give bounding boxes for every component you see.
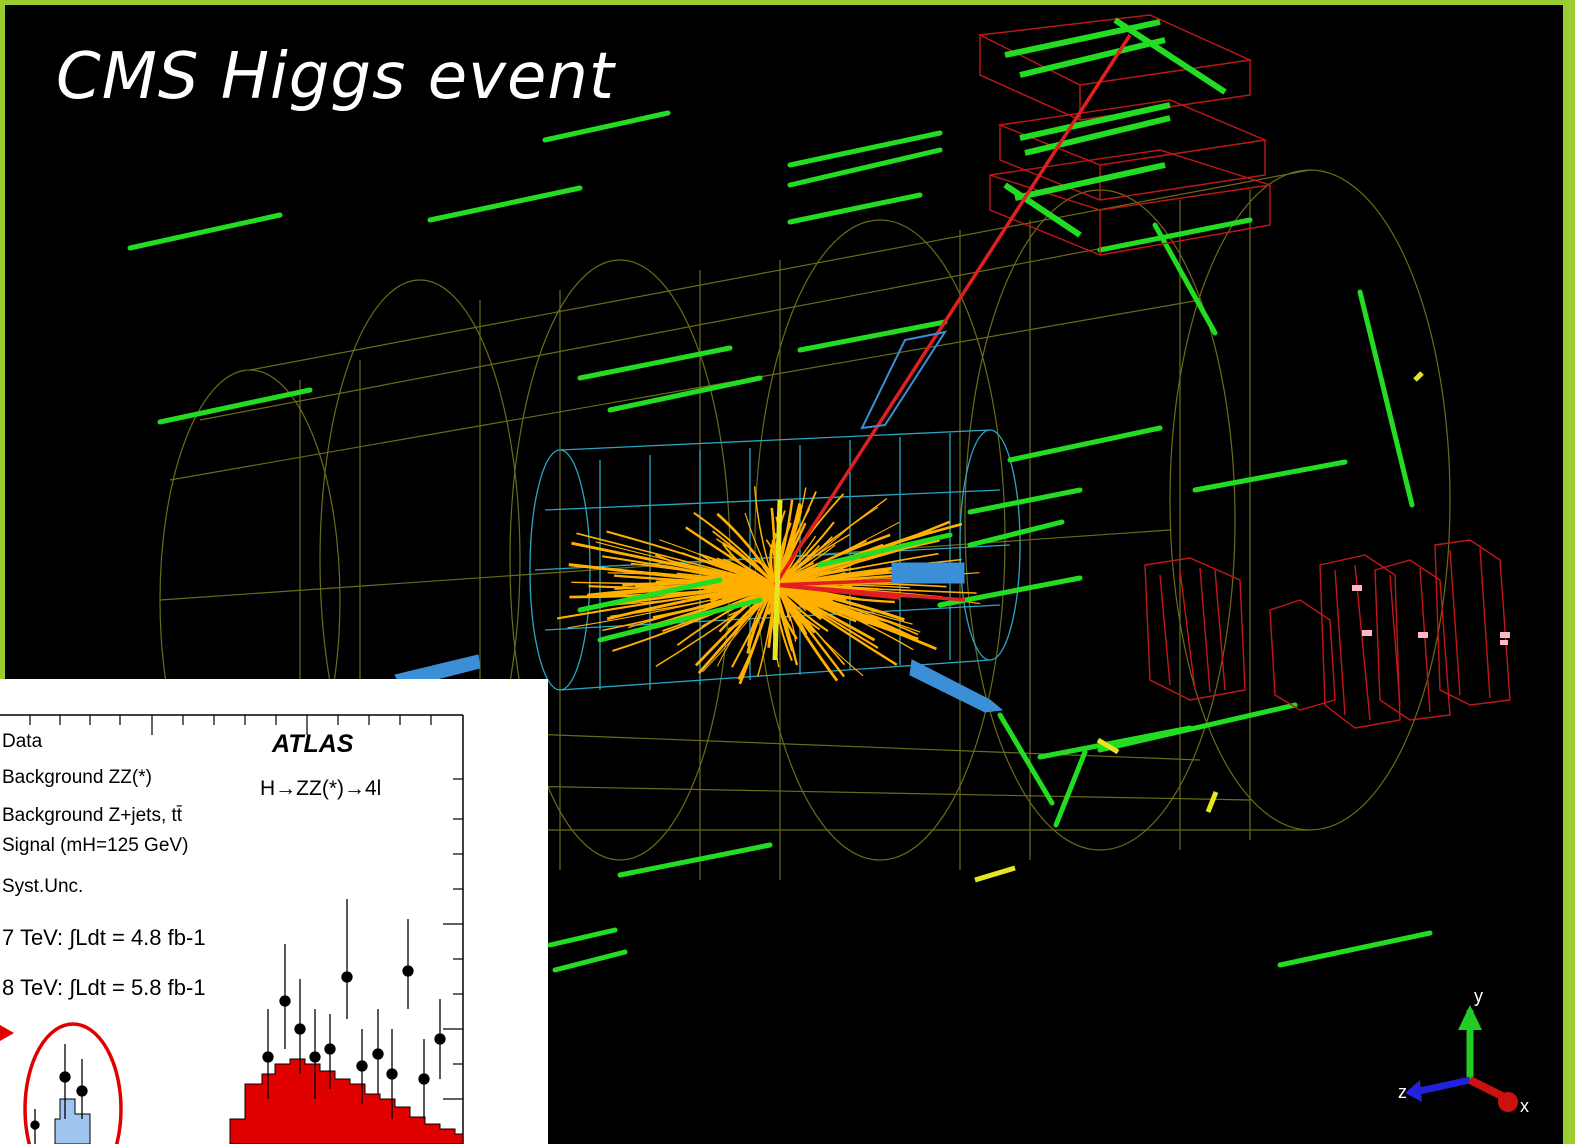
signal-highlight-circle: [23, 1022, 123, 1144]
track: [602, 584, 776, 632]
signal-histogram: [54, 1098, 91, 1144]
chamber-hits: [1003, 17, 1227, 238]
legend-background-zz: Background ZZ(*): [2, 767, 152, 788]
lumi-7tev: 7 TeV: ∫Ldt = 4.8 fb-1: [2, 925, 206, 950]
background-histogram: [229, 1058, 464, 1144]
track: [773, 584, 839, 682]
axis-x-label: x: [1520, 1096, 1529, 1116]
track: [774, 583, 890, 623]
track: [774, 584, 846, 678]
track: [774, 584, 919, 636]
decay-channel-label: H→ZZ(*)→4l: [260, 777, 382, 800]
muon-chambers: [977, 14, 1511, 729]
track: [774, 522, 855, 586]
yellow-hits: [772, 371, 1424, 883]
track: [676, 584, 776, 646]
track: [753, 486, 776, 586]
legend-syst-unc: Syst.Unc.: [2, 876, 84, 897]
atlas-inset-plot: Data Background ZZ(*) Background Z+jets,…: [0, 679, 548, 1144]
slide-title: CMS Higgs event: [56, 40, 615, 114]
lumi-8tev: 8 TeV: ∫Ldt = 5.8 fb-1: [2, 975, 206, 1000]
muon-hit-markers: [1352, 585, 1510, 645]
legend-signal: Signal (mH=125 GeV): [2, 835, 189, 856]
track: [606, 584, 776, 606]
track: [567, 584, 776, 629]
track: [655, 584, 776, 668]
track: [693, 512, 776, 586]
track: [744, 512, 776, 586]
legend-background-zjets: Background Z+jets, tt̄: [2, 805, 183, 826]
legend-data: Data: [2, 731, 43, 752]
track: [774, 539, 940, 586]
axis-gizmo: y z x: [1398, 986, 1529, 1116]
track: [722, 558, 776, 586]
track: [571, 541, 776, 587]
track: [774, 552, 939, 586]
inset-plot-frame: [0, 714, 464, 1144]
track: [738, 584, 777, 685]
calorimeter-hits: [127, 110, 1433, 973]
experiment-label: ATLAS: [272, 730, 354, 758]
axis-y-label: y: [1474, 986, 1483, 1006]
axis-z-label: z: [1398, 1082, 1407, 1102]
track: [774, 497, 888, 586]
track: [727, 584, 777, 631]
data-points: [30, 899, 446, 1144]
highlight-arrow: [0, 1025, 14, 1041]
